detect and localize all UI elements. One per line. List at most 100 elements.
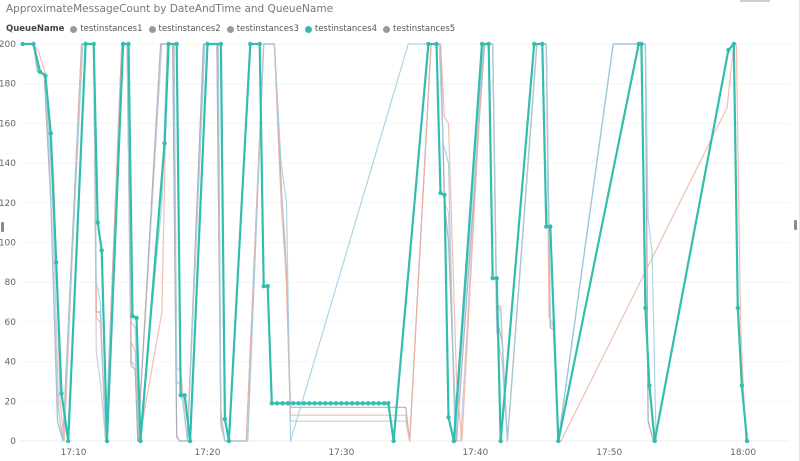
y-tick-label: 100	[0, 239, 16, 249]
x-tick-label: 17:20	[195, 448, 221, 458]
data-point	[382, 401, 387, 406]
data-point	[486, 41, 491, 47]
data-point	[344, 401, 349, 406]
data-point	[438, 190, 443, 196]
legend-label: testinstances3	[236, 24, 299, 34]
chart-title: ApproximateMessageCount by DateAndTime a…	[6, 3, 334, 15]
data-point	[291, 401, 296, 406]
data-point	[376, 401, 382, 406]
legend-title: QueueName	[6, 24, 65, 34]
data-point	[442, 192, 447, 198]
data-point	[43, 73, 48, 79]
data-point	[739, 383, 744, 388]
data-point	[446, 415, 451, 420]
legend-label: testinstances2	[158, 24, 221, 34]
y-tick-label: 60	[5, 318, 17, 328]
data-point	[126, 41, 131, 47]
x-tick-label: 18:00	[730, 448, 756, 458]
data-point	[54, 260, 59, 265]
resize-handle-right[interactable]	[794, 220, 797, 230]
data-point	[120, 41, 126, 47]
y-tick-label: 180	[0, 80, 16, 90]
legend-label: testinstances5	[393, 24, 456, 34]
data-point	[360, 401, 365, 406]
resize-handle-left[interactable]	[1, 222, 4, 232]
data-point	[317, 401, 323, 406]
data-point	[328, 401, 333, 406]
data-point	[59, 391, 64, 396]
x-tick-label: 17:50	[596, 448, 622, 458]
data-point	[130, 313, 135, 319]
data-point	[479, 41, 485, 47]
data-point	[134, 315, 139, 321]
data-point	[532, 41, 537, 47]
data-point	[178, 393, 183, 398]
legend-label: testinstances1	[80, 24, 143, 34]
data-point	[643, 305, 648, 311]
data-point	[20, 41, 25, 47]
series-testinstances4	[20, 41, 750, 444]
data-point	[333, 401, 339, 406]
data-point	[355, 401, 360, 406]
data-point	[48, 131, 53, 136]
data-point	[312, 401, 317, 406]
data-point	[187, 438, 193, 444]
data-point	[261, 284, 266, 289]
legend-label: testinstances4	[314, 24, 378, 34]
data-point	[434, 41, 439, 47]
data-point	[166, 41, 171, 47]
data-point	[451, 438, 457, 444]
data-point	[544, 224, 549, 229]
y-tick-label: 80	[5, 278, 17, 288]
y-tick-label: 160	[0, 119, 16, 129]
data-point	[735, 305, 740, 311]
data-point	[366, 401, 371, 406]
data-point	[162, 141, 167, 146]
legend-marker	[148, 25, 156, 33]
y-tick-label: 140	[0, 159, 16, 169]
data-point	[138, 438, 143, 444]
y-tick-label: 20	[5, 397, 17, 407]
data-point	[371, 401, 376, 406]
data-point	[104, 438, 110, 444]
legend-item-testinstances3[interactable]: testinstances3	[226, 24, 299, 34]
data-point	[556, 438, 561, 444]
legend-item-testinstances2[interactable]: testinstances2	[148, 24, 221, 34]
y-tick-label: 40	[5, 358, 17, 368]
x-tick-label: 17:30	[328, 448, 354, 458]
data-point	[744, 438, 750, 444]
data-point	[91, 41, 96, 47]
legend-item-testinstances4[interactable]: testinstances4	[304, 24, 378, 34]
legend: QueueName testinstances1 testinstances2 te…	[6, 22, 461, 36]
data-point	[226, 438, 232, 444]
data-point	[339, 401, 344, 406]
x-tick-label: 17:10	[61, 448, 87, 458]
data-point	[498, 438, 503, 444]
data-point	[218, 41, 224, 47]
legend-item-testinstances1[interactable]: testinstances1	[70, 24, 143, 34]
data-point	[99, 248, 104, 253]
data-point	[66, 438, 71, 444]
data-point	[248, 41, 253, 47]
data-point	[182, 393, 187, 398]
data-point	[726, 47, 731, 53]
y-tick-label: 0	[10, 437, 16, 447]
x-tick-label: 17:40	[462, 448, 488, 458]
data-point	[31, 41, 36, 47]
legend-marker	[304, 25, 312, 33]
data-point	[274, 401, 280, 406]
data-point	[548, 224, 553, 229]
y-tick-label: 200	[0, 40, 16, 50]
series-line-testinstances5	[22, 43, 657, 442]
data-point	[280, 401, 285, 406]
visual-grip[interactable]	[740, 0, 770, 2]
data-point	[265, 284, 270, 289]
data-point	[83, 41, 88, 47]
data-point	[639, 41, 644, 47]
data-point	[652, 438, 657, 444]
data-point	[540, 41, 545, 47]
data-point	[174, 41, 179, 47]
legend-item-testinstances5[interactable]: testinstances5	[383, 24, 455, 34]
data-point	[386, 401, 391, 406]
